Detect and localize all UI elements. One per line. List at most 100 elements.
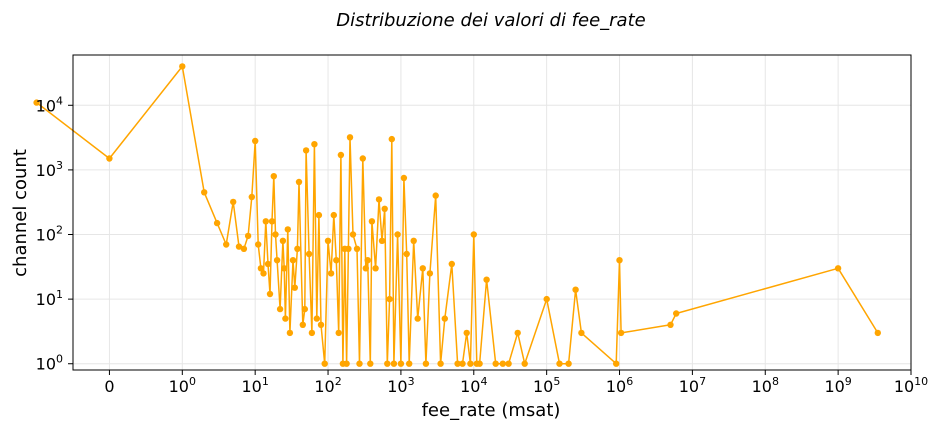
data-point (476, 360, 483, 367)
data-point (305, 250, 313, 258)
data-point (667, 321, 674, 328)
x-tick-label: 108 (752, 375, 779, 396)
data-point (448, 260, 455, 268)
data-point (276, 305, 284, 313)
data-point (349, 231, 357, 238)
data-point (268, 218, 276, 225)
data-point (514, 329, 521, 337)
data-point (308, 329, 316, 337)
data-point (201, 189, 208, 196)
data-point (454, 360, 461, 367)
data-point (33, 99, 40, 106)
data-point (565, 360, 572, 367)
data-point (337, 151, 345, 159)
x-tick-label: 101 (241, 375, 268, 396)
data-point (330, 211, 337, 219)
data-point (470, 231, 477, 238)
data-point (289, 257, 297, 264)
data-point (335, 329, 342, 337)
data-point (346, 134, 354, 141)
data-point (394, 231, 401, 238)
data-point (343, 360, 350, 367)
data-point (301, 305, 308, 313)
data-point (384, 360, 391, 367)
data-point (257, 265, 265, 272)
data-point (262, 218, 269, 225)
series-line (36, 65, 879, 365)
data-point (459, 360, 466, 367)
x-tick-label: 103 (387, 375, 414, 396)
y-tick-label: 100 (36, 353, 63, 374)
data-point (499, 360, 506, 367)
data-point (437, 360, 444, 367)
data-point (213, 219, 221, 227)
data-point (321, 360, 328, 367)
data-point (463, 329, 470, 337)
data-point (317, 321, 325, 328)
data-point (406, 360, 413, 367)
x-tick-label: 104 (460, 375, 487, 396)
data-point (572, 286, 579, 293)
data-point (260, 270, 267, 277)
data-point (613, 360, 620, 367)
data-point (284, 226, 291, 233)
data-point (381, 205, 388, 212)
data-point (294, 245, 301, 252)
y-tick-label: 103 (36, 159, 63, 180)
data-point (367, 360, 374, 367)
y-axis-label: channel count (10, 149, 31, 277)
data-point (295, 178, 303, 186)
data-point (543, 295, 550, 303)
data-point (386, 295, 393, 303)
data-point (324, 237, 332, 244)
data-point (299, 321, 306, 328)
x-tick-label: 100 (169, 375, 196, 396)
data-point (272, 231, 279, 238)
data-point (483, 276, 490, 283)
data-point (397, 360, 405, 367)
data-point (291, 284, 298, 291)
x-tick-label: 106 (606, 375, 633, 396)
series-fee-rate (33, 63, 881, 367)
data-point (356, 360, 363, 367)
x-tick-label: 105 (533, 375, 560, 396)
data-point (266, 290, 274, 298)
data-point (505, 360, 512, 367)
data-point (441, 315, 448, 322)
data-point (282, 315, 289, 322)
x-tick-label: 109 (824, 375, 851, 396)
plot-frame (72, 54, 912, 371)
x-axis-label: fee_rate (msat) (422, 400, 561, 421)
data-point (426, 270, 434, 277)
x-tick-label: 0 (104, 377, 114, 396)
data-point (578, 329, 585, 337)
data-point (422, 360, 430, 367)
data-point (400, 174, 408, 182)
data-point (616, 257, 623, 264)
data-point (834, 265, 842, 272)
data-point (302, 147, 310, 154)
data-point (270, 173, 277, 180)
data-point (390, 360, 398, 367)
data-point (313, 315, 320, 322)
data-point (362, 265, 369, 272)
data-point (375, 196, 383, 203)
data-point (521, 360, 528, 367)
y-axis-ticks: 100 101 102 103 104 (36, 94, 73, 374)
data-point (286, 329, 294, 337)
data-point (333, 257, 340, 264)
data-point (179, 63, 186, 70)
data-point (311, 141, 318, 148)
y-tick-label: 104 (36, 94, 63, 115)
x-axis-ticks: 0 100 101 102 103 104 105 106 107 108 109 1010 (104, 370, 928, 396)
data-point (378, 237, 386, 244)
data-point (273, 257, 281, 264)
data-point (223, 241, 230, 248)
data-point (252, 137, 259, 145)
data-point (230, 198, 237, 206)
x-tick-label: 107 (679, 375, 706, 396)
data-point (255, 241, 262, 248)
data-point (235, 243, 243, 250)
data-point (106, 155, 113, 162)
